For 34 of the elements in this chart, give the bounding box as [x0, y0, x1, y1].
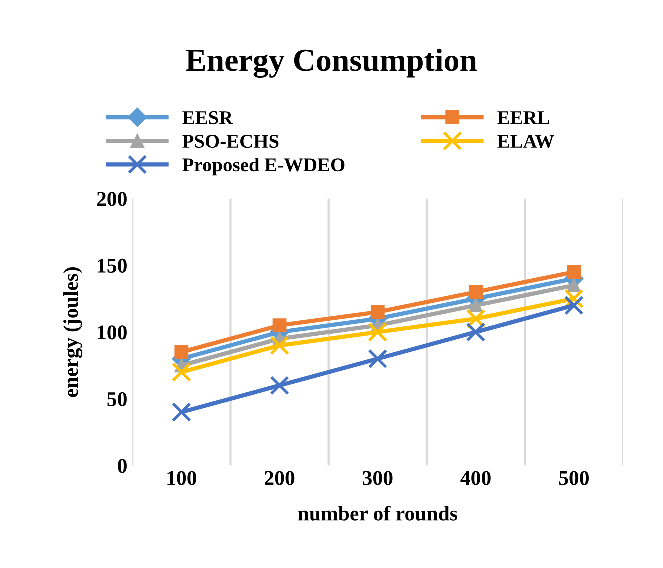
legend-label: Proposed E-WDEO: [182, 158, 345, 176]
y-tick-label: 50: [108, 392, 127, 406]
point: [368, 322, 388, 342]
point: [174, 345, 189, 360]
y-tick-label: 200: [97, 192, 127, 206]
point: [567, 278, 582, 293]
point: [567, 265, 582, 280]
x-tick-label: 100: [168, 471, 196, 486]
y-tick-label: 0: [118, 459, 127, 474]
x-tick-label: 500: [559, 471, 589, 486]
point: [272, 318, 287, 333]
legend-label: EESR: [182, 111, 234, 124]
point: [466, 309, 486, 329]
y-axis-title: energy (joules): [64, 268, 83, 398]
point: [270, 336, 290, 356]
point: [172, 402, 192, 422]
legend-label: EERL: [498, 112, 550, 124]
point: [370, 305, 385, 320]
x-tick-label: 200: [265, 471, 295, 486]
point: [469, 285, 483, 300]
y-tick-label: 150: [98, 258, 127, 273]
legend-label: PSO-ECHS: [182, 135, 279, 148]
x-tick-label: 400: [460, 471, 491, 486]
x-tick-label: 300: [363, 471, 393, 486]
legend-label: ELAW: [498, 135, 554, 148]
chart-title: Energy Consumption: [186, 48, 478, 78]
point: [172, 362, 192, 382]
point: [466, 322, 486, 342]
point: [368, 349, 388, 369]
y-tick-label: 100: [98, 326, 127, 340]
x-axis-title: number of rounds: [298, 506, 458, 521]
point: [564, 296, 584, 316]
point: [270, 376, 290, 396]
point: [469, 298, 483, 313]
